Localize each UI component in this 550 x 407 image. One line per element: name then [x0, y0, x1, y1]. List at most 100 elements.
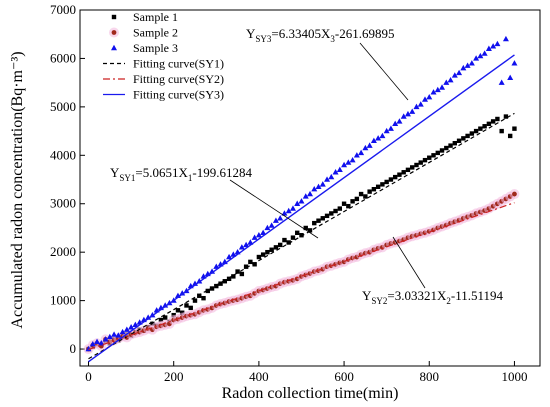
sample-3-point: [272, 217, 279, 223]
sample-3-point: [319, 181, 326, 187]
sample-3-point: [307, 190, 313, 197]
sample-1-point: [197, 293, 202, 298]
annotation-sub: SY2: [371, 296, 387, 306]
annotation-leader-sy2: [392, 236, 426, 289]
sample-3-point: [102, 336, 109, 342]
sample-1-point: [482, 124, 487, 129]
sample-1-point: [490, 119, 496, 124]
sample-3-point: [481, 50, 488, 56]
sample-1-point: [201, 295, 206, 301]
sample-1-point: [235, 269, 240, 274]
axis-ticks: 0 200 400 600 800 1000 0 1000 2000 3000 4000 5000 60…: [50, 2, 527, 384]
sample-1-point: [214, 283, 219, 289]
sample-1-point: [273, 245, 279, 250]
sample-3-point: [315, 183, 322, 189]
sample-3-point: [430, 89, 437, 95]
sample-1-point: [218, 281, 223, 286]
sample-1-point: [397, 172, 402, 177]
sample-1-point: [405, 167, 411, 173]
sample-3-point: [294, 200, 301, 206]
sample-1-point: [269, 247, 274, 252]
sample-1-point: [461, 136, 466, 141]
sample-3-point: [106, 333, 113, 340]
sample-3-point: [502, 35, 509, 42]
sample-1-point: [363, 194, 368, 199]
sample-1-point: [209, 286, 215, 291]
sample-1-point: [231, 274, 236, 279]
sample-1-point: [184, 303, 189, 308]
sample-1-point: [358, 191, 364, 197]
sample-3-point: [345, 159, 352, 165]
annotation-leader-sy3: [359, 42, 409, 101]
annotation-tail: -11.51194: [451, 288, 504, 303]
x-tick-label: 0: [85, 369, 92, 384]
sample-2-point: [512, 191, 517, 197]
sample-3-point: [94, 338, 101, 344]
sample-1-point: [265, 249, 270, 255]
sample-3-point: [264, 224, 271, 231]
sample-3-point: [277, 215, 284, 221]
sample-3-point: [336, 166, 343, 173]
sample-1-point: [456, 138, 462, 143]
sample-3-point: [460, 64, 467, 71]
sample-3-point: [332, 169, 339, 175]
sample-3-point: [123, 326, 130, 332]
sample-1-point: [260, 252, 266, 257]
fit-line-sy3: [88, 54, 515, 363]
sample-3-point: [132, 321, 139, 328]
sample-3-point: [387, 125, 394, 131]
sample-3-point: [464, 62, 471, 68]
sample-1-point: [354, 196, 360, 202]
y-tick-label: 2000: [50, 244, 76, 259]
sample-3-point: [447, 77, 454, 83]
sample-3-point: [375, 135, 382, 141]
sample-3-point: [353, 152, 360, 158]
legend-label: Sample 2: [133, 26, 178, 40]
legend-label: Fitting curve(SY1): [133, 57, 224, 71]
sample-1-point: [495, 116, 500, 122]
annotation-tail: -261.69895: [335, 26, 395, 41]
sample-1-point: [367, 189, 372, 194]
sample-1-point: [175, 308, 181, 313]
sample-3-point: [119, 328, 126, 335]
sample-1-point: [414, 162, 419, 168]
legend-label: Sample 1: [133, 10, 178, 24]
y-tick-label: 1000: [50, 293, 76, 308]
sample-1-point: [324, 213, 330, 219]
legend-label: Sample 3: [133, 41, 178, 55]
sample-3-point: [383, 127, 390, 134]
y-tick-label: 6000: [50, 50, 76, 65]
sample-1-point: [486, 121, 492, 127]
x-tick-label: 400: [249, 369, 269, 384]
sample-1-point: [150, 321, 155, 327]
sample-1-point: [473, 128, 479, 134]
sample-1-point: [162, 315, 168, 320]
sample-1-point: [303, 225, 308, 231]
sample-1-point: [427, 155, 432, 160]
sample-3-point: [473, 55, 480, 61]
sample-1-point: [295, 230, 300, 236]
annotation-sub: SY3: [255, 34, 272, 44]
sample-1-point: [444, 145, 449, 151]
sample-3-point: [85, 345, 92, 352]
sample-1-point: [248, 259, 253, 265]
sample-1-point: [465, 133, 470, 139]
sample-3-point: [255, 232, 262, 238]
annotation-equation-sy1: YSY1=5.0651X1-199.61284: [110, 165, 252, 183]
annotation-label: Y: [110, 165, 120, 180]
sample-1-point: [252, 262, 257, 267]
sample-3-point: [111, 331, 118, 337]
sample-3-point: [196, 278, 203, 284]
sample-1-point: [371, 187, 377, 192]
sample-1-point: [431, 153, 436, 158]
sample-1-point: [286, 240, 291, 245]
annotation-exprsub: 3: [330, 34, 335, 44]
sample-3-point: [362, 144, 369, 151]
sample-3-point: [456, 69, 463, 76]
annotation-tail: -199.61284: [192, 165, 252, 180]
sample-1-point: [375, 184, 381, 189]
annotation-label: Y: [362, 288, 372, 303]
sample-1-point: [448, 143, 453, 148]
